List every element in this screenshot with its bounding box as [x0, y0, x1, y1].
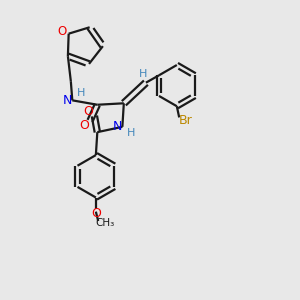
Text: O: O: [91, 208, 101, 220]
Text: O: O: [80, 119, 90, 132]
Text: H: H: [127, 128, 135, 138]
Text: CH₃: CH₃: [95, 218, 114, 227]
Text: O: O: [83, 105, 93, 118]
Text: H: H: [77, 88, 85, 98]
Text: N: N: [62, 94, 72, 107]
Text: O: O: [58, 25, 67, 38]
Text: N: N: [112, 120, 122, 133]
Text: H: H: [140, 69, 148, 80]
Text: Br: Br: [179, 114, 193, 127]
